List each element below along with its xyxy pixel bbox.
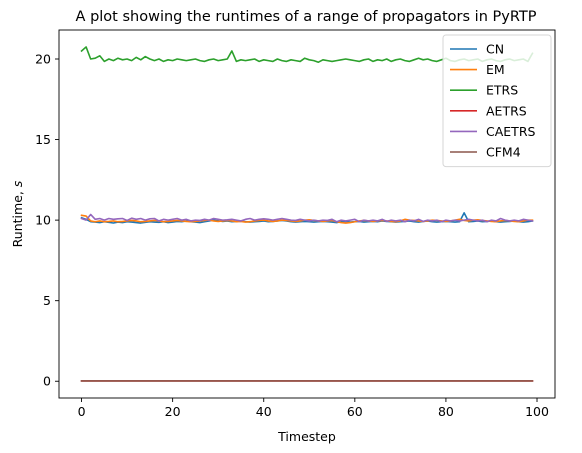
- y-axis-ticks: 0 5 10 15 20: [35, 52, 59, 389]
- legend-label-em: EM: [486, 62, 505, 77]
- y-tick-label: 15: [35, 132, 51, 147]
- legend-label-cfm4: CFM4: [486, 145, 521, 160]
- x-tick-label: 0: [78, 404, 86, 419]
- y-tick-label: 0: [43, 374, 51, 389]
- legend-label-etrs: ETRS: [486, 83, 518, 98]
- x-axis-label: Timestep: [277, 429, 336, 444]
- x-tick-label: 100: [525, 404, 549, 419]
- legend-label-cn: CN: [486, 42, 504, 57]
- plot-frame: [58, 29, 556, 399]
- y-axis-label: Runtime, s: [10, 180, 25, 247]
- y-axis-label-unit: s: [10, 180, 25, 187]
- series-layer: [80, 46, 534, 382]
- legend-label-caetrs: CAETRS: [486, 124, 535, 139]
- series-line-caetrs: [80, 213, 534, 223]
- y-tick-label: 5: [43, 293, 51, 308]
- x-tick-label: 60: [347, 404, 363, 419]
- legend-label-aetrs: AETRS: [486, 103, 527, 118]
- x-tick-label: 40: [256, 404, 272, 419]
- y-tick-label: 10: [35, 213, 51, 228]
- x-axis-ticks: 0 20 40 60 80 100: [78, 398, 549, 419]
- chart-title: A plot showing the runtimes of a range o…: [76, 9, 537, 25]
- y-axis-label-text: Runtime,: [10, 187, 25, 247]
- legend-box: [442, 34, 552, 168]
- x-tick-label: 20: [165, 404, 181, 419]
- legend: CN EM ETRS AETRS CAETRS CFM4: [442, 34, 552, 168]
- series-line-cn: [80, 212, 534, 224]
- y-tick-label: 20: [35, 52, 51, 67]
- x-tick-label: 80: [438, 404, 454, 419]
